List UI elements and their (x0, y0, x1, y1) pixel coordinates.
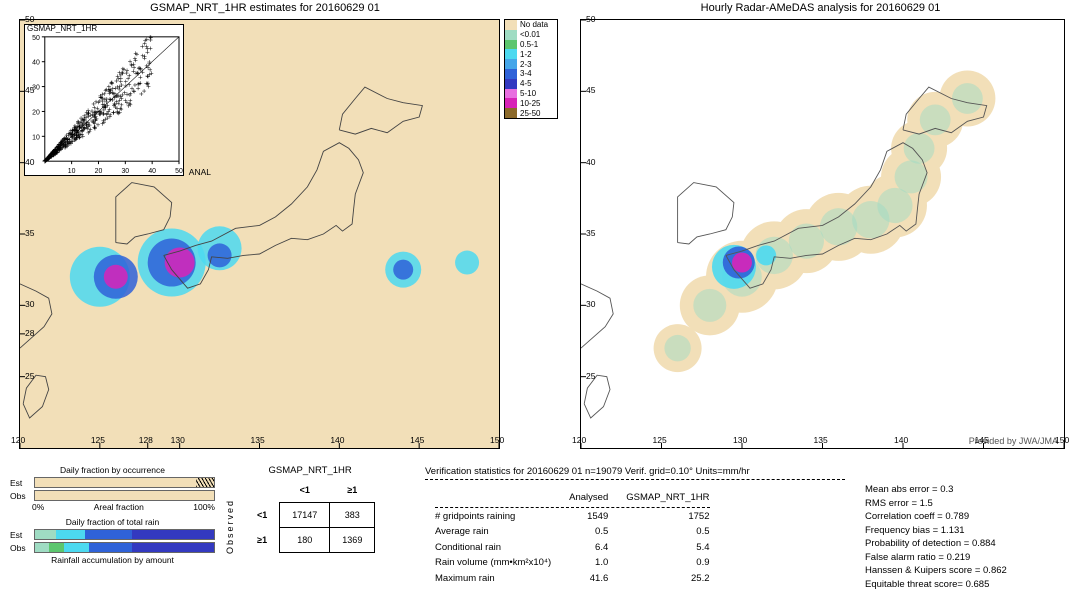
stats-metric: Frequency bias = 1.131 (865, 524, 1007, 538)
stats-right-col: Mean abs error = 0.3RMS error = 1.5Corre… (865, 483, 1007, 591)
svg-text:10: 10 (68, 168, 76, 175)
stats-dash2 (435, 507, 710, 508)
legend-item: No data (505, 20, 557, 30)
legend-label: No data (520, 20, 548, 29)
legend-swatch (505, 49, 517, 59)
legend-label: 4-5 (520, 79, 532, 88)
matrix-cell-10: 180 (280, 528, 330, 553)
legend-swatch (505, 89, 517, 99)
stats-colh-0: Analysed (561, 491, 616, 505)
legend-swatch (505, 69, 517, 79)
stats-colh-1: GSMAP_NRT_1HR (618, 491, 717, 505)
stats-metric: False alarm ratio = 0.219 (865, 551, 1007, 565)
legend-item: 10-25 (505, 98, 557, 108)
legend-label: 1-2 (520, 50, 532, 59)
matrix-table: <1≥1 <1 17147 383 ≥1 180 1369 (245, 478, 375, 553)
legend-item: 3-4 (505, 69, 557, 79)
inset-xlabel: ANAL (189, 167, 211, 177)
legend-swatch (505, 59, 517, 69)
frac-rain-obs-bar (34, 542, 215, 553)
frac-obs-label2: Obs (10, 543, 30, 553)
legend-item: 0.5-1 (505, 40, 557, 50)
frac-rain-title: Daily fraction of total rain (10, 517, 215, 527)
legend-item: 4-5 (505, 79, 557, 89)
legend-swatch (505, 98, 517, 108)
right-map-panel: Provided by JWA/JMA (580, 19, 1065, 449)
legend-label: 25-50 (520, 109, 540, 118)
legend-swatch (505, 20, 517, 30)
frac-obs-label: Obs (10, 491, 30, 501)
svg-text:10: 10 (32, 134, 40, 141)
legend-item: 25-50 (505, 108, 557, 118)
stats-table: AnalysedGSMAP_NRT_1HR # gridpoints raini… (425, 489, 720, 587)
stats-row: Conditional rain6.45.4 (427, 541, 718, 555)
frac-xlabel-right: 100% (193, 502, 215, 512)
frac-occ-obs-bar (34, 490, 215, 501)
inset-svg: 10203040501020304050 (25, 25, 183, 175)
svg-text:20: 20 (32, 109, 40, 116)
svg-text:40: 40 (148, 168, 156, 175)
stats-metric: Correlation coeff = 0.789 (865, 510, 1007, 524)
svg-text:30: 30 (121, 168, 129, 175)
stats-metric: Equitable threat score= 0.685 (865, 578, 1007, 592)
svg-text:40: 40 (32, 60, 40, 67)
stats-header: Verification statistics for 20160629 01 … (425, 465, 1076, 479)
legend-swatch (505, 40, 517, 50)
stats-metric: Hanssen & Kuipers score = 0.862 (865, 564, 1007, 578)
matrix-row-1: ≥1 (245, 528, 280, 553)
legend-label: 5-10 (520, 89, 536, 98)
stats-row: # gridpoints raining15491752 (427, 510, 718, 524)
matrix-row-0: <1 (245, 503, 280, 528)
matrix-title: GSMAP_NRT_1HR (245, 465, 375, 476)
contingency-matrix: Observed GSMAP_NRT_1HR <1≥1 <1 17147 383… (245, 465, 375, 553)
legend-item: 5-10 (505, 89, 557, 99)
frac-est-label2: Est (10, 530, 30, 540)
legend-label: 10-25 (520, 99, 540, 108)
legend-label: 3-4 (520, 69, 532, 78)
legend-item: <0.01 (505, 30, 557, 40)
fractions-block: Daily fraction by occurrence Est Obs 0% … (10, 465, 215, 565)
stats-metric: Probability of detection = 0.884 (865, 537, 1007, 551)
bottom-row: Daily fraction by occurrence Est Obs 0% … (10, 465, 1076, 610)
frac-occ-est-bar (34, 477, 215, 488)
matrix-cell-01: 383 (330, 503, 375, 528)
frac-accum-title: Rainfall accumulation by amount (10, 555, 215, 565)
frac-xlabel-mid: Areal fraction (94, 502, 144, 512)
stats-metric: RMS error = 1.5 (865, 497, 1007, 511)
stats-metric: Mean abs error = 0.3 (865, 483, 1007, 497)
legend-swatch (505, 30, 517, 40)
matrix-col-0: <1 (280, 478, 330, 503)
legend-swatch (505, 108, 517, 118)
matrix-side-label: Observed (225, 499, 235, 554)
svg-text:50: 50 (175, 168, 183, 175)
frac-rain-est-bar (34, 529, 215, 540)
matrix-col-1: ≥1 (330, 478, 375, 503)
right-map-svg (581, 20, 1064, 448)
stats-row: Rain volume (mm•km²x10⁴)1.00.9 (427, 556, 718, 570)
color-legend: No data<0.010.5-11-22-33-44-55-1010-2525… (504, 19, 558, 119)
matrix-cell-11: 1369 (330, 528, 375, 553)
frac-occ-title: Daily fraction by occurrence (10, 465, 215, 475)
left-map-title: GSMAP_NRT_1HR estimates for 20160629 01 (15, 2, 515, 14)
legend-swatch (505, 79, 517, 89)
inset-scatter: GSMAP_NRT_1HR 10203040501020304050 ANAL (24, 24, 184, 176)
legend-label: 0.5-1 (520, 40, 538, 49)
right-map-title: Hourly Radar-AMeDAS analysis for 2016062… (578, 2, 1063, 14)
left-map-panel: GSMAP_NRT_1HR 10203040501020304050 ANAL (19, 19, 500, 449)
stats-dash1 (425, 479, 845, 480)
stats-row: Maximum rain41.625.2 (427, 572, 718, 586)
legend-item: 1-2 (505, 49, 557, 59)
matrix-cell-00: 17147 (280, 503, 330, 528)
legend-label: <0.01 (520, 30, 540, 39)
stats-block: Verification statistics for 20160629 01 … (425, 465, 1076, 480)
frac-est-label: Est (10, 478, 30, 488)
svg-text:50: 50 (32, 35, 40, 42)
frac-xlabel-left: 0% (32, 502, 44, 512)
stats-row: Average rain0.50.5 (427, 525, 718, 539)
svg-text:20: 20 (95, 168, 103, 175)
legend-item: 2-3 (505, 59, 557, 69)
legend-label: 2-3 (520, 60, 532, 69)
